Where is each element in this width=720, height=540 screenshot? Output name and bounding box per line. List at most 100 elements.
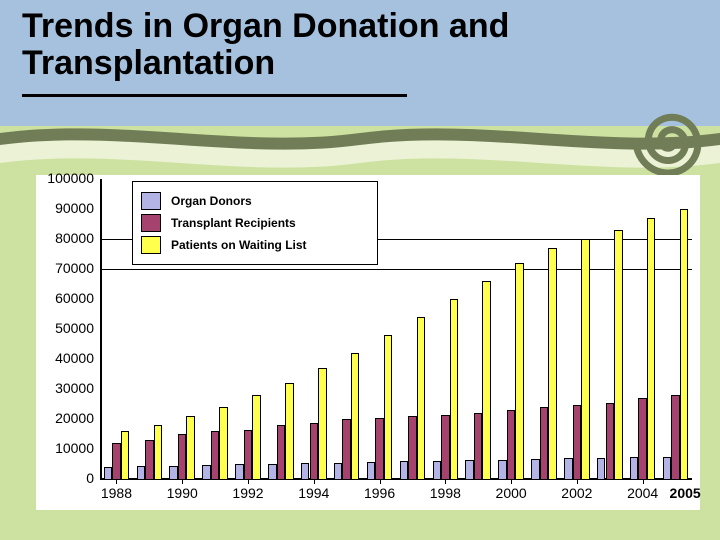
bar	[301, 463, 310, 479]
x-tick-label: 2000	[489, 485, 533, 501]
bar	[498, 460, 507, 480]
legend-label: Organ Donors	[171, 194, 252, 208]
bar	[507, 410, 516, 479]
bar	[318, 368, 327, 479]
legend-label: Transplant Recipients	[171, 216, 296, 230]
bar	[277, 425, 286, 479]
slide: Trends in Organ Donation and Transplanta…	[0, 0, 720, 540]
wave-decoration	[0, 115, 720, 170]
bar	[433, 461, 442, 479]
bar	[154, 425, 163, 479]
bar	[351, 353, 360, 479]
y-tick-label: 90000	[36, 200, 94, 216]
page-title: Trends in Organ Donation and Transplanta…	[22, 8, 682, 81]
bar	[121, 431, 130, 479]
bar	[663, 457, 672, 480]
x-tick	[380, 479, 381, 484]
legend-item: Patients on Waiting List	[141, 236, 369, 254]
x-tick-label: 2002	[555, 485, 599, 501]
x-tick-label: 1994	[292, 485, 336, 501]
bar	[531, 459, 540, 479]
x-tick	[643, 479, 644, 484]
x-tick-label: 1988	[94, 485, 138, 501]
bar	[310, 423, 319, 479]
bar	[244, 430, 253, 480]
title-underline	[22, 94, 407, 97]
bar	[137, 466, 146, 479]
x-tick-label: 1998	[423, 485, 467, 501]
y-tick-label: 50000	[36, 320, 94, 336]
x-tick	[314, 479, 315, 484]
bar	[671, 395, 680, 479]
bar	[564, 458, 573, 479]
y-tick-label: 20000	[36, 410, 94, 426]
bar	[597, 458, 606, 479]
bar	[104, 467, 113, 479]
bar	[367, 462, 376, 479]
bar	[548, 248, 557, 479]
bar	[680, 209, 689, 479]
x-tick	[511, 479, 512, 484]
x-tick	[248, 479, 249, 484]
bar	[515, 263, 524, 479]
bar	[638, 398, 647, 479]
bar	[647, 218, 656, 479]
bar	[614, 230, 623, 479]
bar	[268, 464, 277, 479]
bar	[178, 434, 187, 479]
bar	[112, 443, 121, 479]
y-tick-label: 80000	[36, 230, 94, 246]
y-tick-label: 100000	[36, 170, 94, 186]
bar	[482, 281, 491, 479]
bar	[408, 416, 417, 479]
chart-legend: Organ Donors Transplant Recipients Patient…	[132, 181, 378, 265]
bar	[540, 407, 549, 479]
bar	[474, 413, 483, 479]
y-tick-label: 30000	[36, 380, 94, 396]
bar	[145, 440, 154, 479]
y-tick-label: 10000	[36, 440, 94, 456]
legend-swatch	[141, 214, 161, 232]
y-tick-label: 60000	[36, 290, 94, 306]
legend-item: Transplant Recipients	[141, 214, 369, 232]
bar	[252, 395, 261, 479]
x-tick	[445, 479, 446, 484]
bar	[219, 407, 228, 479]
bar	[375, 418, 384, 480]
x-tick	[182, 479, 183, 484]
bar	[630, 457, 639, 479]
legend-label: Patients on Waiting List	[171, 238, 307, 252]
x-tick	[116, 479, 117, 484]
bar	[285, 383, 294, 479]
bar	[400, 461, 409, 479]
bar	[441, 415, 450, 480]
bar	[384, 335, 393, 479]
legend-item: Organ Donors	[141, 192, 369, 210]
y-tick-label: 0	[36, 470, 94, 486]
bar	[450, 299, 459, 479]
spiral-icon	[630, 102, 710, 182]
bar	[606, 403, 615, 480]
x-tick-label: 1996	[358, 485, 402, 501]
x-tick	[577, 479, 578, 484]
bar	[581, 239, 590, 479]
bar	[334, 463, 343, 480]
bar	[202, 465, 211, 479]
bar	[169, 466, 178, 480]
legend-swatch	[141, 192, 161, 210]
bar	[235, 464, 244, 479]
bar	[186, 416, 195, 479]
x-tick-label: 1990	[160, 485, 204, 501]
x-tick-label: 1992	[226, 485, 270, 501]
bar	[211, 431, 220, 479]
bar	[342, 419, 351, 479]
chart-area: 0 10000 20000 30000 40000 50000 60000 70000 8000…	[36, 175, 700, 510]
y-tick-label: 40000	[36, 350, 94, 366]
extra-year-label: 2005	[670, 485, 701, 501]
bar	[417, 317, 426, 479]
bar	[465, 460, 474, 479]
bar	[573, 405, 582, 479]
y-tick-label: 70000	[36, 260, 94, 276]
legend-swatch	[141, 236, 161, 254]
x-tick-label: 2004	[621, 485, 665, 501]
